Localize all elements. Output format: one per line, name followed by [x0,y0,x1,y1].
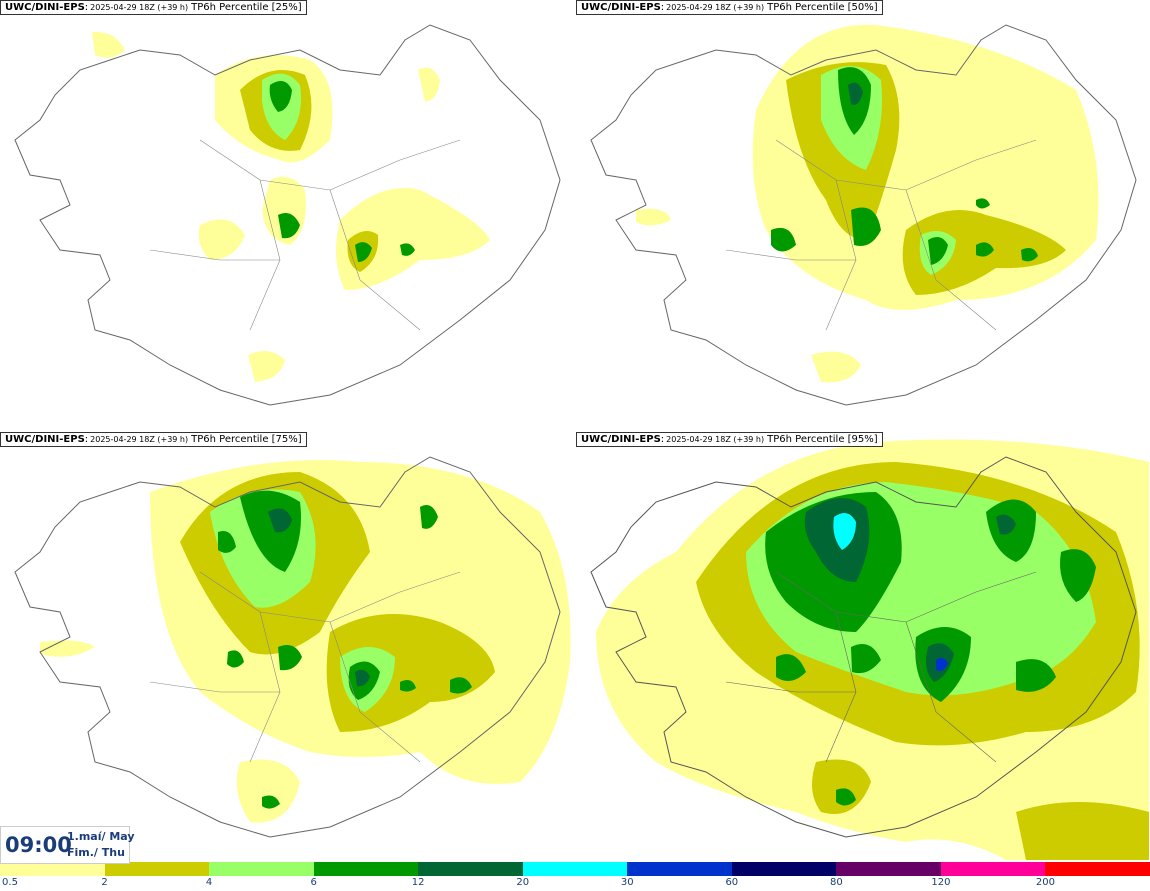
legend-swatch [731,862,837,876]
inland-boundaries [725,571,1037,763]
legend-swatch [836,862,941,876]
map-panel-p95: UWC/DINI-EPS: 2025-04-29 18Z (+39 h) TP6h … [576,432,1149,860]
map-panel-p75: UWC/DINI-EPS: 2025-04-29 18Z (+39 h) TP6h … [0,432,573,860]
panel-title: UWC/DINI-EPS: 2025-04-29 18Z (+39 h) TP6h … [576,432,883,447]
map-p50 [590,24,1137,406]
legend-label: 6 [310,877,317,888]
map-panel-p50: UWC/DINI-EPS: 2025-04-29 18Z (+39 h) TP6h … [576,0,1149,428]
legend-label: 200 [1035,877,1055,888]
panel-title: UWC/DINI-EPS: 2025-04-29 18Z (+39 h) TP6h … [0,0,307,15]
legend-swatch [104,862,210,876]
legend-swatch [522,862,628,876]
coastline [590,24,1137,406]
legend-label: 60 [725,877,739,888]
legend-label: 2 [101,877,108,888]
legend-swatch [1045,862,1150,876]
legend-labels: 0.5 2 4 6 12 20 30 60 80 120 200 [0,877,1150,891]
inland-boundaries [725,139,1037,331]
precip-contours [92,31,490,382]
map-p75 [14,456,571,838]
coastline [590,456,1137,838]
legend-label: 80 [829,877,843,888]
coastline [14,456,561,838]
legend-colorbar [0,862,1150,876]
map-panel-p25: UWC/DINI-EPS: 2025-04-29 18Z (+39 h) TP6h … [0,0,573,428]
legend-swatch [0,862,105,876]
precip-contours [636,24,1099,383]
legend-label: 120 [931,877,951,888]
legend-label: 20 [516,877,530,888]
inland-boundaries [149,571,461,763]
legend-swatch [940,862,1046,876]
coastline [14,24,561,406]
map-p95 [590,439,1149,860]
inland-boundaries [149,139,461,331]
panel-divider [574,0,576,862]
legend-swatch [209,862,314,876]
precip-contours [596,439,1149,860]
legend-label: 0.5 [2,877,18,888]
panel-title: UWC/DINI-EPS: 2025-04-29 18Z (+39 h) TP6h … [0,432,307,447]
legend-swatch [418,862,523,876]
legend-swatch [313,862,419,876]
legend-swatch [627,862,732,876]
legend-label: 30 [620,877,634,888]
legend-label: 12 [411,877,425,888]
valid-time: 09:00 [5,833,72,857]
legend-label: 4 [205,877,213,888]
valid-time-box: 09:00 1.maí/ May Fim./ Thu [0,826,135,864]
panel-title: UWC/DINI-EPS: 2025-04-29 18Z (+39 h) TP6h … [576,0,883,15]
valid-date-line2: Fim./ Thu [67,846,125,859]
map-p25 [14,24,561,406]
valid-date-line1: 1.maí/ May [67,830,135,843]
precip-contours [40,460,571,823]
